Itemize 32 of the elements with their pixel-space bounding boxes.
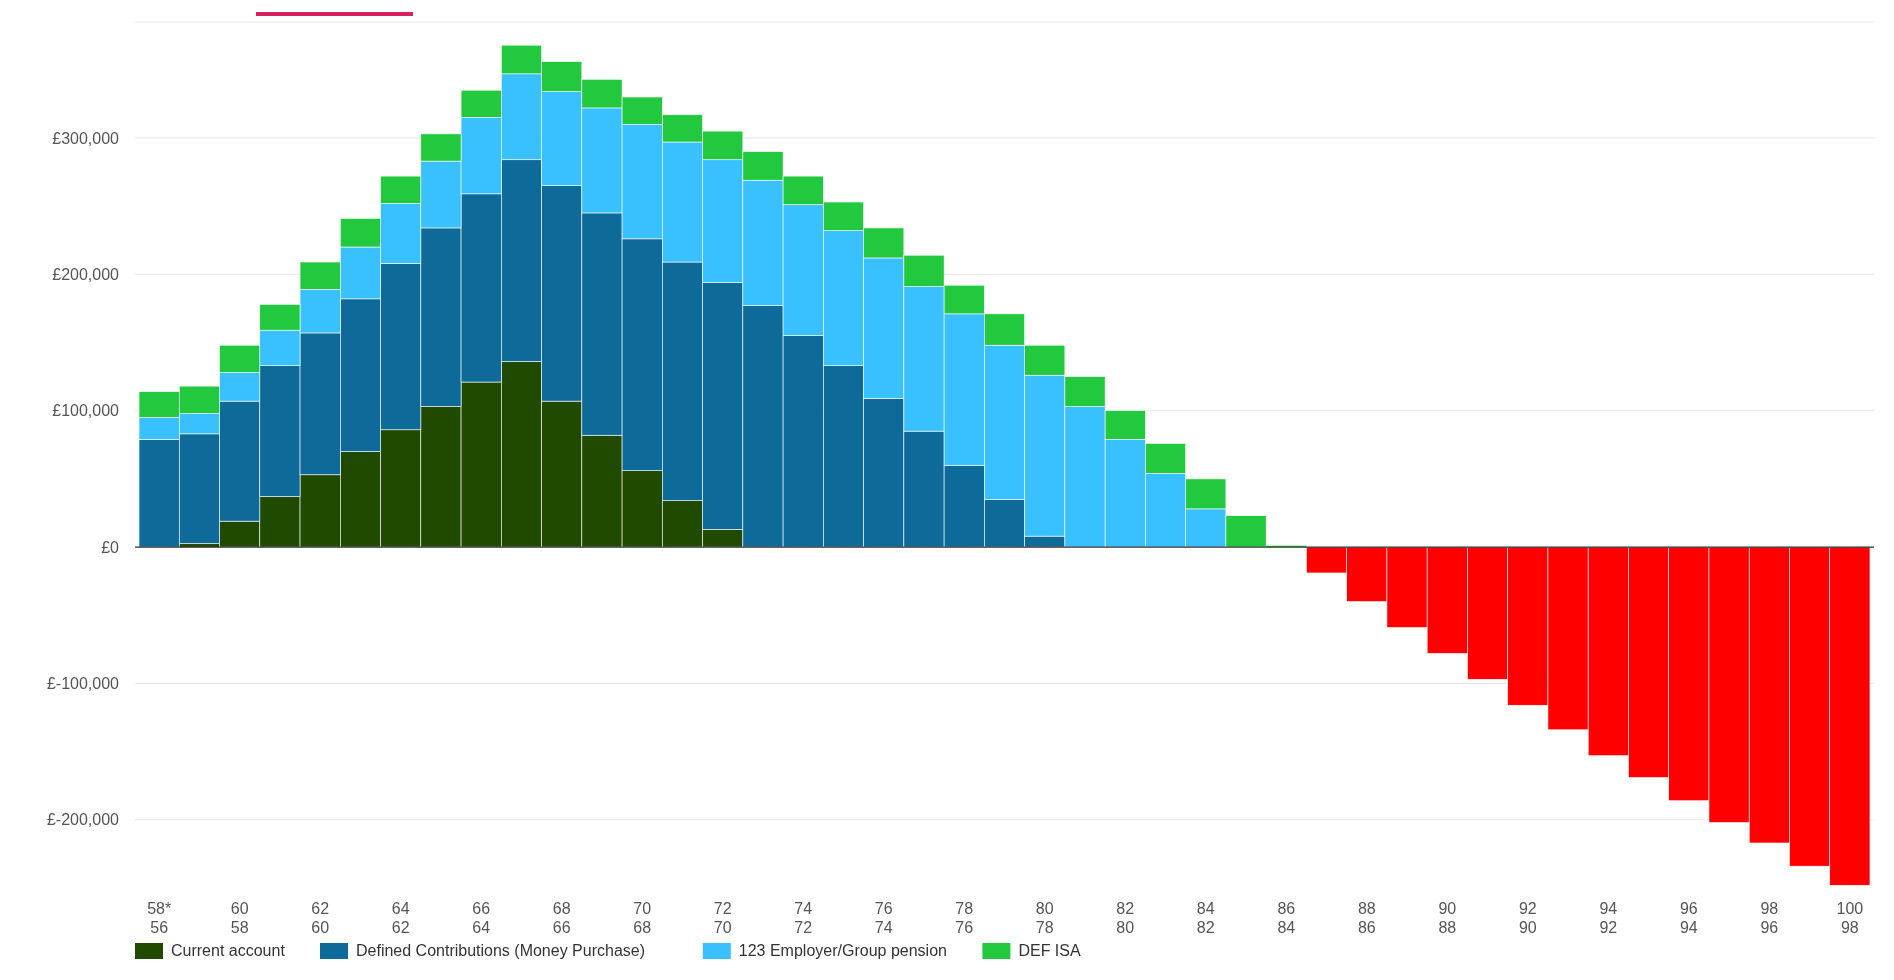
y-tick-label: £-100,000: [46, 675, 120, 693]
legend-label: DEF ISA: [1018, 942, 1081, 959]
x-tick-label: 94 92: [1599, 900, 1618, 936]
y-tick-label: £300,000: [52, 129, 120, 147]
x-tick-label: 58* 56: [147, 900, 172, 936]
x-tick-label: 88 86: [1357, 900, 1376, 936]
x-tick-label: 84 82: [1196, 900, 1215, 936]
x-tick-label: 66 64: [472, 900, 491, 936]
x-tick-label: 62 60: [311, 900, 330, 936]
x-tick-label: 92 90: [1518, 900, 1537, 936]
legend-label: Defined Contributions (Money Purchase): [356, 942, 646, 959]
y-tick-label: £200,000: [52, 265, 120, 283]
x-tick-label: 74 72: [794, 900, 813, 936]
x-tick-label: 98 96: [1760, 900, 1779, 936]
x-tick-label: 72 70: [713, 900, 732, 936]
x-tick-label: 78 76: [955, 900, 974, 936]
legend-label: Current account: [171, 942, 286, 959]
x-tick-label: 60 58: [230, 900, 249, 936]
x-tick-label: 80 78: [1035, 900, 1054, 936]
x-tick-label: 86 84: [1277, 900, 1296, 936]
x-tick-label: 82 80: [1116, 900, 1135, 936]
y-tick-label: £0: [101, 538, 120, 556]
y-tick-label: £-200,000: [46, 811, 120, 829]
x-tick-label: 68 66: [552, 900, 571, 936]
y-tick-label: £100,000: [52, 402, 120, 420]
x-tick-label: 100 98: [1836, 900, 1864, 936]
x-tick-label: 76 74: [874, 900, 893, 936]
x-tick-label: 70 68: [633, 900, 652, 936]
x-tick-label: 96 94: [1679, 900, 1698, 936]
x-tick-label: 64 62: [391, 900, 410, 936]
legend-label: 123 Employer/Group pension: [738, 942, 947, 959]
x-tick-label: 90 88: [1438, 900, 1457, 936]
